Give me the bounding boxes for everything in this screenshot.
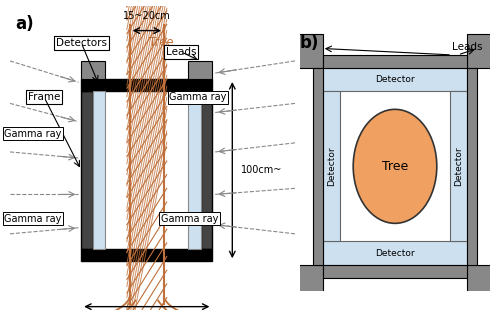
Bar <box>201 91 212 249</box>
Bar <box>298 265 323 299</box>
Text: Leads: Leads <box>452 42 482 52</box>
Bar <box>81 91 92 249</box>
Bar <box>450 91 467 241</box>
Bar <box>323 241 467 265</box>
Bar <box>467 34 492 68</box>
Text: Detector: Detector <box>375 249 415 258</box>
Text: Tree: Tree <box>382 160 408 173</box>
Bar <box>314 68 323 265</box>
Text: Tree: Tree <box>148 36 174 49</box>
Text: a): a) <box>16 15 34 33</box>
Text: Leads: Leads <box>166 47 196 57</box>
Text: b): b) <box>300 34 320 52</box>
Text: Frame: Frame <box>28 92 60 102</box>
Bar <box>188 61 212 79</box>
Bar <box>127 25 167 304</box>
Bar <box>81 79 212 91</box>
Bar <box>323 55 467 68</box>
Text: Gamma ray: Gamma ray <box>4 214 61 224</box>
Bar <box>323 265 467 278</box>
Bar <box>298 34 323 68</box>
Bar <box>467 68 476 265</box>
Text: Detectors: Detectors <box>56 38 107 48</box>
Text: Detector: Detector <box>375 75 415 84</box>
Circle shape <box>353 109 437 223</box>
Text: Gamma ray: Gamma ray <box>170 92 227 102</box>
Bar <box>81 61 106 79</box>
Text: 15~20cm: 15~20cm <box>123 11 170 21</box>
Text: Gamma ray: Gamma ray <box>161 214 218 224</box>
Text: Detector: Detector <box>454 147 463 186</box>
Bar <box>323 68 467 91</box>
Bar <box>188 91 201 249</box>
Bar <box>92 91 106 249</box>
Text: Gamma ray: Gamma ray <box>4 129 61 139</box>
Bar <box>323 91 340 241</box>
Bar <box>467 265 492 299</box>
Bar <box>81 249 212 261</box>
Text: Detector: Detector <box>327 147 336 186</box>
Text: 100cm~: 100cm~ <box>241 165 282 175</box>
